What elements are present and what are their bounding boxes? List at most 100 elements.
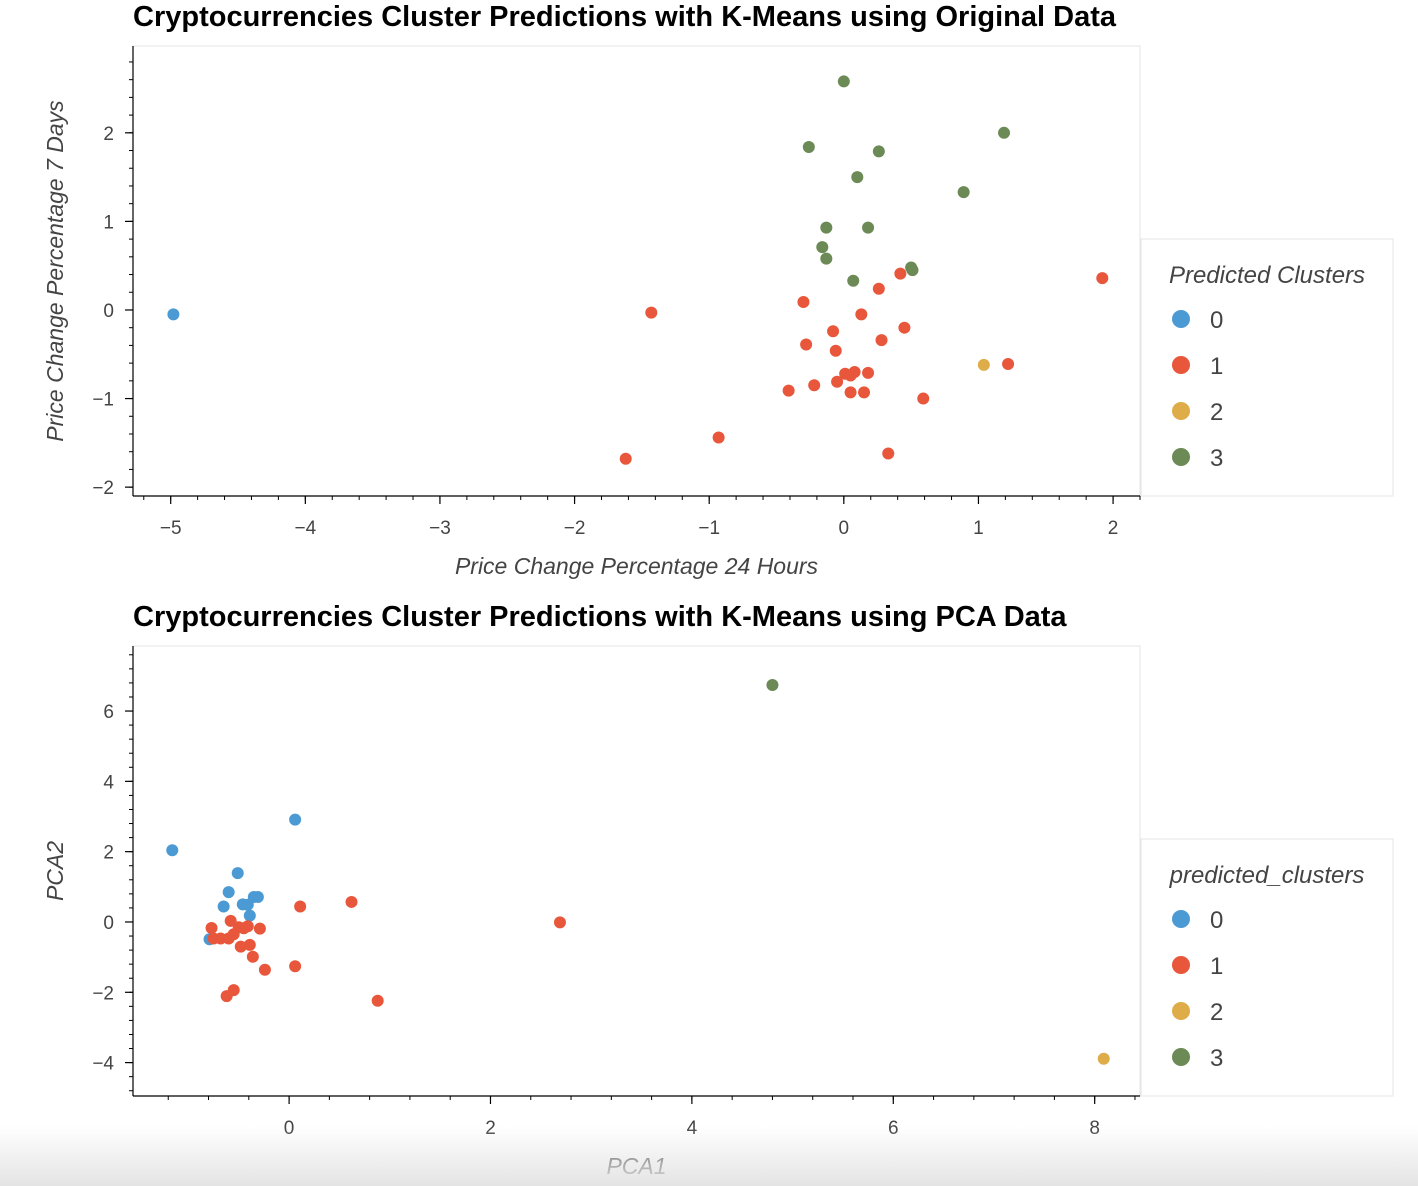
legend-label-1[interactable]: 1 (1210, 353, 1223, 380)
data-point-cluster-3[interactable] (851, 171, 864, 184)
data-point-cluster-1[interactable] (553, 916, 566, 929)
x-tick-label: −1 (698, 518, 720, 539)
data-point-cluster-3[interactable] (872, 145, 885, 158)
data-point-cluster-1[interactable] (800, 338, 813, 351)
data-point-cluster-1[interactable] (645, 306, 658, 319)
legend-swatch-1[interactable] (1172, 356, 1190, 374)
data-point-cluster-1[interactable] (294, 900, 307, 913)
data-point-cluster-1[interactable] (241, 920, 254, 933)
data-point-cluster-0[interactable] (251, 891, 264, 904)
data-point-cluster-0[interactable] (222, 886, 235, 899)
data-point-cluster-3[interactable] (820, 252, 833, 265)
chart-title-pca: Cryptocurrencies Cluster Predictions wit… (133, 601, 1067, 633)
y-tick-label: 0 (103, 301, 114, 322)
legend-title: Predicted Clusters (1169, 262, 1365, 289)
data-point-cluster-3[interactable] (847, 274, 860, 287)
data-point-cluster-1[interactable] (234, 940, 247, 953)
y-tick-label: 1 (103, 212, 114, 233)
y-axis-label: PCA2 (42, 841, 68, 901)
scatter-chart-original: −5 −4 −3 −2 −1 0 1 2 −2 −1 0 1 2 Price Change Percent… (42, 45, 1394, 579)
y-axis-label: Price Change Percentage 7 Days (42, 100, 68, 442)
y-tick-label: 6 (103, 702, 114, 723)
data-point-cluster-1[interactable] (619, 452, 632, 465)
legend-swatch-1[interactable] (1172, 956, 1190, 974)
x-axis-label: PCA1 (606, 1153, 666, 1179)
x-tick-label: 0 (839, 518, 850, 539)
data-point-cluster-0[interactable] (243, 909, 256, 922)
data-point-cluster-1[interactable] (253, 922, 266, 935)
data-point-cluster-0[interactable] (166, 844, 179, 857)
data-point-cluster-3[interactable] (957, 186, 970, 199)
data-point-cluster-1[interactable] (858, 386, 871, 399)
data-point-cluster-3[interactable] (906, 264, 919, 277)
data-point-cluster-1[interactable] (882, 447, 895, 460)
legend-swatch-2[interactable] (1172, 1002, 1190, 1020)
data-point-cluster-1[interactable] (872, 282, 885, 295)
data-point-cluster-0[interactable] (231, 867, 244, 880)
data-point-cluster-1[interactable] (894, 267, 907, 280)
legend-title: predicted_clusters (1169, 862, 1365, 889)
data-point-cluster-2[interactable] (977, 358, 990, 371)
data-point-cluster-1[interactable] (831, 375, 844, 388)
data-point-cluster-3[interactable] (816, 241, 829, 254)
data-point-cluster-0[interactable] (217, 900, 230, 913)
y-tick-label: −2 (92, 983, 114, 1004)
data-point-cluster-1[interactable] (1002, 358, 1015, 371)
data-point-cluster-1[interactable] (808, 379, 821, 392)
x-tick-label: 8 (1089, 1118, 1100, 1139)
data-point-cluster-1[interactable] (898, 321, 911, 334)
x-tick-label: 2 (485, 1118, 496, 1139)
data-point-cluster-1[interactable] (1096, 272, 1109, 285)
data-point-cluster-1[interactable] (844, 386, 857, 399)
data-point-cluster-1[interactable] (227, 984, 240, 997)
data-point-cluster-1[interactable] (712, 431, 725, 444)
legend-swatch-0[interactable] (1172, 910, 1190, 928)
legend-swatch-3[interactable] (1172, 448, 1190, 466)
data-point-cluster-1[interactable] (797, 296, 810, 309)
data-point-cluster-3[interactable] (766, 679, 779, 692)
x-tick-label: −2 (564, 518, 586, 539)
legend-swatch-2[interactable] (1172, 402, 1190, 420)
data-point-cluster-0[interactable] (167, 308, 180, 321)
data-point-cluster-1[interactable] (827, 325, 840, 338)
data-point-cluster-1[interactable] (258, 963, 271, 976)
y-tick-label: 0 (103, 913, 114, 934)
legend-label-0[interactable]: 0 (1210, 307, 1223, 334)
legend-label-3[interactable]: 3 (1210, 1045, 1223, 1072)
data-point-cluster-1[interactable] (917, 392, 930, 405)
legend-swatch-3[interactable] (1172, 1048, 1190, 1066)
x-tick-label: −4 (294, 518, 316, 539)
data-point-cluster-3[interactable] (802, 140, 815, 153)
data-point-cluster-1[interactable] (371, 994, 384, 1007)
x-axis-label: Price Change Percentage 24 Hours (455, 553, 819, 579)
data-point-cluster-1[interactable] (855, 308, 868, 321)
data-point-cluster-2[interactable] (1097, 1052, 1110, 1065)
y-tick-label: −1 (92, 390, 114, 411)
data-point-cluster-1[interactable] (246, 950, 259, 963)
data-point-cluster-1[interactable] (875, 334, 888, 347)
legend-label-1[interactable]: 1 (1210, 953, 1223, 980)
legend-label-3[interactable]: 3 (1210, 445, 1223, 472)
data-point-cluster-1[interactable] (289, 960, 302, 973)
legend-label-2[interactable]: 2 (1210, 399, 1223, 426)
data-point-cluster-1[interactable] (205, 921, 218, 934)
data-point-cluster-1[interactable] (782, 384, 795, 397)
data-point-cluster-0[interactable] (289, 813, 302, 826)
y-tick-label: 2 (103, 124, 114, 145)
data-point-cluster-1[interactable] (243, 938, 256, 951)
data-point-cluster-1[interactable] (829, 344, 842, 357)
legend-label-2[interactable]: 2 (1210, 999, 1223, 1026)
legend-swatch-0[interactable] (1172, 310, 1190, 328)
data-point-cluster-1[interactable] (224, 914, 237, 927)
data-point-cluster-1[interactable] (862, 366, 875, 379)
data-point-cluster-1[interactable] (345, 895, 358, 908)
data-point-cluster-3[interactable] (837, 75, 850, 88)
data-point-cluster-3[interactable] (820, 221, 833, 234)
x-tick-label: 6 (888, 1118, 899, 1139)
data-point-cluster-3[interactable] (998, 126, 1011, 139)
data-point-cluster-1[interactable] (848, 365, 861, 378)
x-tick-label: 1 (973, 518, 984, 539)
data-point-cluster-3[interactable] (862, 221, 875, 234)
legend-label-0[interactable]: 0 (1210, 907, 1223, 934)
